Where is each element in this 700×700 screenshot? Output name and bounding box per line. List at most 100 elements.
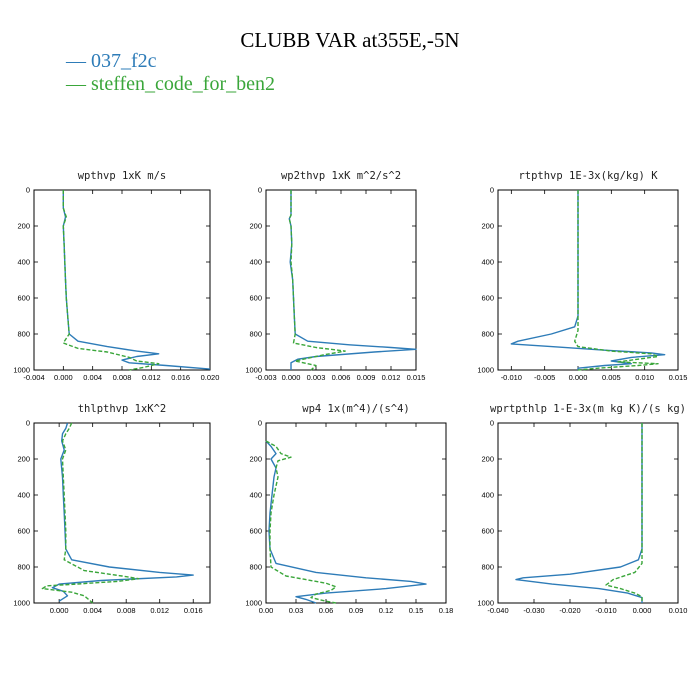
y-tick-label: 400 bbox=[481, 258, 494, 267]
y-tick-label: 600 bbox=[249, 527, 262, 536]
x-tick-label: -0.030 bbox=[523, 606, 544, 615]
panel-title: thlpthvp 1xK^2 bbox=[78, 403, 167, 415]
x-tick-label: 0.003 bbox=[307, 373, 326, 382]
legend-item-steffen-code: — steffen_code_for_ben2 bbox=[66, 73, 275, 95]
y-tick-label: 1000 bbox=[245, 599, 262, 608]
x-tick-label: 0.008 bbox=[113, 373, 132, 382]
y-tick-label: 1000 bbox=[13, 366, 30, 375]
series-line-steffen-code bbox=[288, 190, 346, 371]
series-line-steffen-code bbox=[265, 440, 337, 604]
y-tick-label: 600 bbox=[481, 527, 494, 536]
panel-6: wprtpthlp 1-E-3x(m kg K)/(s kg) 0 200 400 60… bbox=[477, 403, 687, 615]
legend-label: steffen_code_for_ben2 bbox=[91, 73, 276, 95]
y-tick-label: 800 bbox=[481, 330, 494, 339]
y-tick-label: 200 bbox=[17, 455, 30, 464]
x-tick-label: 0.000 bbox=[50, 606, 69, 615]
x-tick-label: 0.016 bbox=[171, 373, 190, 382]
series-line-037-f2c bbox=[510, 190, 666, 370]
x-tick-label: 0.009 bbox=[357, 373, 376, 382]
plot-frame bbox=[497, 189, 679, 371]
x-tick-label: -0.003 bbox=[255, 373, 276, 382]
y-tick-label: 600 bbox=[17, 527, 30, 536]
series-line-steffen-code bbox=[605, 423, 643, 603]
series-line-037-f2c bbox=[288, 190, 417, 370]
x-tick-label: -0.040 bbox=[487, 606, 508, 615]
x-tick-label: 0.000 bbox=[282, 373, 301, 382]
x-tick-label: 0.010 bbox=[635, 373, 654, 382]
x-tick-label: 0.016 bbox=[184, 606, 203, 615]
y-tick-label: 0 bbox=[258, 419, 262, 428]
y-tick-label: 400 bbox=[17, 491, 30, 500]
y-tick-label: 800 bbox=[481, 563, 494, 572]
plot-frame bbox=[33, 189, 211, 371]
x-tick-label: 0.000 bbox=[569, 373, 588, 382]
panel-title: wprtpthlp 1-E-3x(m kg K)/(s kg) bbox=[490, 403, 686, 415]
series-line-037-f2c bbox=[265, 440, 427, 604]
y-tick-label: 600 bbox=[481, 294, 494, 303]
y-tick-label: 800 bbox=[249, 563, 262, 572]
x-tick-label: -0.005 bbox=[534, 373, 555, 382]
panel-3: rtpthvp 1E-3x(kg/kg) K02004006008001000-… bbox=[477, 170, 687, 382]
y-tick-label: 400 bbox=[249, 491, 262, 500]
x-tick-label: -0.020 bbox=[559, 606, 580, 615]
plot-frame bbox=[265, 422, 447, 604]
series-line-steffen-code bbox=[574, 190, 659, 371]
y-tick-label: 600 bbox=[249, 294, 262, 303]
legend-dash-marker: — bbox=[66, 73, 91, 95]
x-tick-label: 0.03 bbox=[289, 606, 304, 615]
x-tick-label: -0.010 bbox=[595, 606, 616, 615]
series-line-037-f2c bbox=[62, 190, 211, 370]
y-tick-label: 200 bbox=[481, 455, 494, 464]
y-tick-label: 0 bbox=[490, 419, 494, 428]
panel-2: wp2thvp 1xK m^2/s^2 0 200 400 600 800 1000-0.0… bbox=[245, 170, 425, 382]
legend-item-037-f2c: — 037_f2c bbox=[66, 50, 157, 72]
x-tick-label: 0.06 bbox=[319, 606, 334, 615]
x-tick-label: 0.18 bbox=[439, 606, 454, 615]
x-tick-label: 0.006 bbox=[332, 373, 351, 382]
x-tick-label: 0.00 bbox=[259, 606, 274, 615]
x-tick-label: 0.09 bbox=[349, 606, 364, 615]
y-tick-label: 400 bbox=[249, 258, 262, 267]
x-tick-label: -0.010 bbox=[501, 373, 522, 382]
x-tick-label: 0.12 bbox=[379, 606, 394, 615]
x-tick-label: -0.004 bbox=[23, 373, 44, 382]
y-tick-label: 400 bbox=[481, 491, 494, 500]
plot-frame bbox=[33, 422, 211, 604]
x-tick-label: 0.005 bbox=[602, 373, 621, 382]
panel-title: rtpthvp 1E-3x(kg/kg) K bbox=[518, 170, 658, 182]
plot-frame bbox=[497, 422, 679, 604]
panel-4: thlpthvp 1xK^2 0 200 400 600 800 1000 0.000 0.00… bbox=[13, 403, 211, 615]
panel-1: wpthvp 1xK m/s 0 200 400 600 800 1000-0.004 0.0… bbox=[13, 170, 219, 382]
series-line-037-f2c bbox=[51, 422, 194, 602]
x-tick-label: 0.015 bbox=[407, 373, 426, 382]
x-tick-label: 0.004 bbox=[83, 606, 102, 615]
y-tick-label: 200 bbox=[249, 455, 262, 464]
x-tick-label: 0.008 bbox=[117, 606, 136, 615]
y-tick-label: 800 bbox=[249, 330, 262, 339]
figure-title: CLUBB VAR at355E,-5N bbox=[240, 28, 460, 52]
legend-label: 037_f2c bbox=[91, 50, 157, 72]
x-tick-label: 0.012 bbox=[382, 373, 401, 382]
y-tick-label: 0 bbox=[26, 419, 30, 428]
x-tick-label: 0.015 bbox=[669, 373, 688, 382]
y-tick-label: 1000 bbox=[13, 599, 30, 608]
panel-title: wpthvp 1xK m/s bbox=[78, 170, 167, 182]
y-tick-label: 800 bbox=[17, 563, 30, 572]
series-line-steffen-code bbox=[41, 422, 140, 604]
y-tick-label: 0 bbox=[258, 186, 262, 195]
panel-title: wp2thvp 1xK m^2/s^2 bbox=[281, 170, 401, 182]
y-tick-label: 600 bbox=[17, 294, 30, 303]
x-tick-label: 0.010 bbox=[669, 606, 688, 615]
x-tick-label: 0.000 bbox=[54, 373, 73, 382]
y-tick-label: 0 bbox=[26, 186, 30, 195]
x-tick-label: 0.000 bbox=[633, 606, 652, 615]
x-tick-label: 0.15 bbox=[409, 606, 424, 615]
y-tick-label: 1000 bbox=[245, 366, 262, 375]
y-tick-label: 200 bbox=[481, 222, 494, 231]
y-tick-label: 400 bbox=[17, 258, 30, 267]
x-tick-label: 0.004 bbox=[83, 373, 102, 382]
x-tick-label: 0.012 bbox=[142, 373, 161, 382]
y-tick-label: 0 bbox=[490, 186, 494, 195]
